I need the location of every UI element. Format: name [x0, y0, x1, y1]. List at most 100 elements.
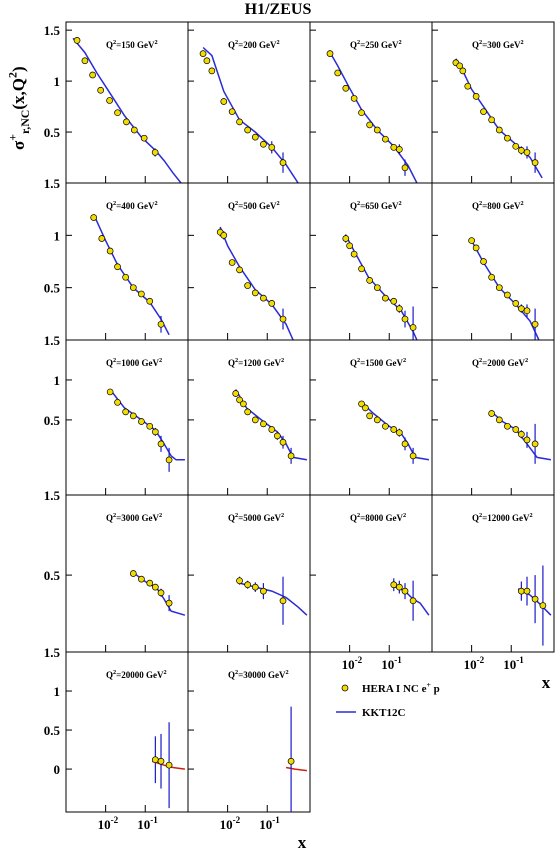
data-point: [114, 398, 121, 406]
data-point: [401, 440, 409, 448]
panel-label: Q2=150 GeV2: [106, 39, 158, 50]
data-point: [89, 71, 96, 79]
panel-label-part: =800 GeV: [482, 201, 521, 211]
data-point: [512, 142, 520, 150]
panel: 0.511.5Q2=150 GeV2: [44, 21, 189, 184]
x-tick-label: 10-2: [220, 815, 241, 832]
panel-label-part: 2: [159, 357, 162, 364]
panel-label-part: 2: [357, 39, 360, 46]
data-point: [518, 587, 525, 595]
data-point: [523, 307, 531, 315]
panel-label: Q2=400 GeV2: [106, 200, 158, 211]
data-point: [409, 452, 417, 460]
data-point: [512, 300, 520, 307]
panel-label-part: Q: [228, 513, 235, 523]
panel: Q2=300 GeV2: [431, 21, 555, 184]
panel-label-part: 2: [235, 39, 238, 46]
data-point: [251, 133, 259, 141]
data-point: [220, 98, 228, 105]
data-point: [157, 320, 165, 328]
plot-area: [326, 50, 418, 183]
data-point: [232, 390, 240, 397]
data-point: [268, 426, 276, 433]
data-point: [342, 84, 350, 92]
data-point: [539, 602, 547, 609]
panel-label-part: =400 GeV: [116, 201, 155, 211]
data-point: [129, 284, 137, 292]
panel: Q2=800 GeV2: [431, 182, 555, 341]
model-curve: [72, 37, 182, 183]
y-tick-label: 1: [54, 373, 61, 388]
y-axis-title-part: 2: [5, 72, 19, 78]
data-point: [373, 416, 381, 424]
data-point: [390, 143, 398, 151]
legend: HERA I NC e+ p KKT12C: [336, 680, 440, 719]
panel-label: Q2=300 GeV2: [472, 39, 524, 50]
data-point: [346, 242, 353, 250]
panel-label-part: =500 GeV: [238, 201, 277, 211]
data-point: [366, 121, 373, 129]
data-point: [260, 294, 267, 302]
y-tick-label: 0.5: [44, 568, 61, 583]
data-point: [138, 290, 145, 298]
panel-label: Q2=250 GeV2: [350, 39, 402, 50]
data-point: [480, 108, 487, 116]
data-point: [504, 422, 511, 430]
x-tick-label-part: 10: [137, 817, 150, 832]
data-point: [157, 589, 165, 597]
y-axis-title-part: r,NC: [18, 110, 32, 134]
panel-label-part: =200 GeV: [238, 40, 277, 50]
panel-label-part: 2: [113, 669, 116, 676]
data-point: [236, 266, 243, 274]
data-point: [151, 149, 159, 156]
data-point: [146, 422, 154, 430]
data-point: [523, 587, 531, 595]
panel-label-part: 2: [399, 200, 402, 207]
panel-label-part: =250 GeV: [360, 40, 399, 50]
panel: 0.511.5Q2=1000 GeV2: [44, 333, 189, 496]
data-point: [358, 265, 365, 273]
data-point: [251, 583, 259, 591]
panel-label: Q2=3000 GeV2: [106, 512, 162, 523]
panel-label-part: 2: [277, 200, 280, 207]
data-point: [382, 422, 389, 430]
panel-label-part: 2: [235, 357, 238, 364]
data-point: [146, 297, 154, 305]
panel-label-part: 2: [113, 357, 116, 364]
data-point: [260, 587, 267, 595]
x-tick-label-part: -2: [111, 815, 119, 825]
data-point: [326, 50, 334, 57]
panel-label-part: 2: [286, 669, 289, 676]
data-point: [279, 438, 287, 446]
x-tick-label-part: -1: [272, 815, 280, 825]
legend-label: HERA I NC e+ p: [362, 680, 440, 695]
panel-label-part: Q: [106, 40, 113, 50]
model-curve: [328, 50, 418, 183]
panel-label-part: 2: [403, 357, 406, 364]
data-point: [531, 595, 539, 603]
panel: 10-2 10-1Q2=8000 GeV2: [309, 494, 433, 672]
panel-label-part: Q: [350, 40, 357, 50]
data-point: [488, 116, 495, 124]
panel-label-part: Q: [106, 513, 113, 523]
panel-label-part: Q: [228, 670, 235, 680]
data-point: [129, 412, 137, 420]
data-point: [157, 757, 165, 765]
panel-label: Q2=2000 GeV2: [472, 357, 528, 368]
x-tick-label-part: -2: [233, 815, 241, 825]
data-point: [279, 597, 287, 605]
data-point: [203, 57, 211, 65]
data-point: [504, 134, 511, 142]
data-point: [251, 289, 259, 297]
panel: Q2=2000 GeV2: [431, 339, 555, 496]
panel-label-part: 2: [525, 357, 528, 364]
y-tick-label: 1.5: [44, 645, 61, 660]
data-point: [244, 126, 251, 134]
data-point: [409, 597, 417, 605]
data-point: [114, 109, 121, 117]
data-point: [382, 135, 389, 143]
data-point: [401, 315, 409, 323]
x-tick-label: 10-1: [259, 815, 280, 832]
plot-area: [106, 388, 185, 472]
